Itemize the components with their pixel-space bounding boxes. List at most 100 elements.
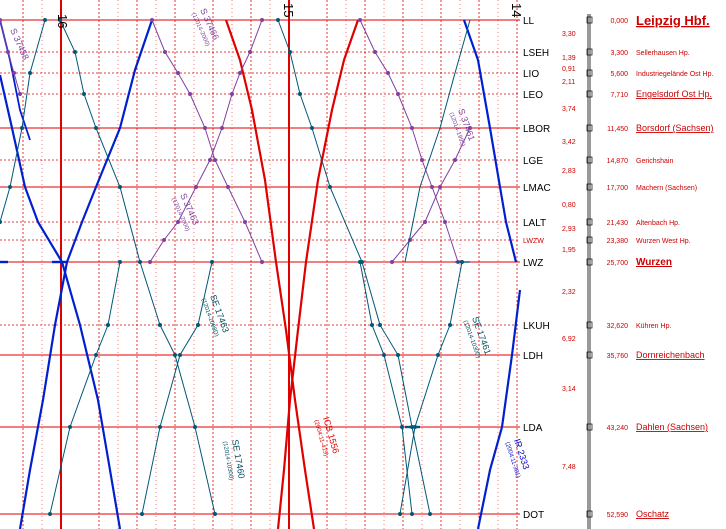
station-marker [586, 423, 593, 431]
segment-distance: 3,14 [562, 386, 576, 393]
segment-distance: 6,92 [562, 336, 576, 343]
stop-dot [203, 126, 207, 130]
stop-dot [213, 158, 217, 162]
stop-dot [468, 126, 472, 130]
station-marker [586, 258, 593, 266]
stop-dot [396, 353, 400, 357]
segment-distance: 0,91 [562, 66, 576, 73]
station-code-ldh: LDH [523, 351, 543, 362]
stop-dot [0, 18, 2, 22]
stop-dot [382, 353, 386, 357]
stop-dot [213, 512, 217, 516]
station-km: 23,380 [607, 238, 629, 245]
stop-dot [438, 185, 442, 189]
stop-dot [386, 71, 390, 75]
stop-dot [94, 353, 98, 357]
station-code-lwzw: LWZW [523, 238, 544, 245]
train-path-purple-4 [391, 127, 471, 263]
stop-dot [310, 126, 314, 130]
station-name: Leipzig Hbf. [636, 13, 710, 28]
station-code-lalt: LALT [523, 218, 546, 229]
station-marker [586, 90, 593, 98]
stop-dot [196, 323, 200, 327]
station-marker [586, 69, 593, 77]
stop-dot [20, 126, 24, 130]
stop-dot [260, 260, 264, 264]
station-marker [586, 321, 593, 329]
hour-label-16: 16 [55, 14, 70, 28]
stop-dot [238, 71, 242, 75]
station-km: 7,710 [610, 92, 628, 99]
stop-dot [358, 18, 362, 22]
train-label-group: S 37458 [8, 27, 31, 62]
stop-dot [68, 425, 72, 429]
segment-distance: 1,95 [562, 247, 576, 254]
train-labels: ICB 1556(2004:11-419) SE 17463(12014-2008… [8, 7, 532, 481]
stop-dot [398, 512, 402, 516]
train-label-group: ICB 1556(2004:11-419) [312, 416, 341, 457]
stop-dot [248, 50, 252, 54]
station-code-lseh: LSEH [523, 48, 549, 59]
stop-dot [178, 353, 182, 357]
stop-dot [373, 50, 377, 54]
stop-dot [208, 158, 212, 162]
train-label-group: S 37461(12014-1995) [448, 107, 477, 147]
station-marker [586, 48, 593, 56]
stop-dot [298, 92, 302, 96]
station-km: 21,430 [607, 220, 629, 227]
station-km: 11,450 [607, 126, 628, 133]
train-path-purple-3 [359, 19, 459, 263]
train-path-purple-1 [151, 19, 263, 263]
station-km: 14,870 [607, 158, 629, 165]
stop-dot [162, 238, 166, 242]
station-name: Altenbach Hp. [636, 220, 680, 227]
stop-dot [58, 18, 62, 22]
stop-dot [390, 260, 394, 264]
stop-dot [82, 92, 86, 96]
stop-dot [410, 512, 414, 516]
train-path-red-2 [276, 19, 360, 529]
stop-dot [118, 185, 122, 189]
stop-dot [150, 18, 154, 22]
station-name: Oschatz [636, 509, 670, 519]
stop-dot [6, 50, 10, 54]
train-path-purple-2 [149, 19, 263, 263]
station-code-leo: LEO [523, 90, 543, 101]
stop-dot [396, 92, 400, 96]
stop-dot [430, 185, 434, 189]
station-name: Wurzen [636, 257, 672, 268]
station-name: Borsdorf (Sachsen) [636, 123, 714, 133]
hour-label-14: 14 [509, 3, 524, 17]
stop-dot [436, 353, 440, 357]
station-marker [586, 510, 593, 518]
train-label-group: S 37466(12014-2000) [190, 7, 221, 48]
train-path-teal-2 [277, 19, 431, 515]
station-name: Gerichshain [636, 158, 673, 165]
stop-dot [230, 92, 234, 96]
station-km: 0,000 [610, 18, 628, 25]
stop-dot [48, 512, 52, 516]
station-km: 25,700 [607, 260, 629, 267]
stop-dot [410, 126, 414, 130]
train-label-group: IR 2333(2004:11-381) [504, 438, 532, 479]
station-code-ll: LL [523, 16, 535, 27]
segment-distance: 2,93 [562, 226, 576, 233]
station-marker [586, 183, 593, 191]
train-path-blue-4 [476, 289, 522, 529]
stop-dot [138, 260, 142, 264]
stop-dot [220, 126, 224, 130]
station-code-lbor: LBOR [523, 124, 550, 135]
station-name: Sellerhausen Hp. [636, 50, 690, 57]
station-code-lkuh: LKUH [523, 321, 550, 332]
segment-distance: 3,42 [562, 139, 576, 146]
stop-dot [94, 126, 98, 130]
station-code-dot: DOT [523, 510, 544, 521]
station-km: 43,240 [607, 425, 629, 432]
station-name: Engelsdorf Ost Hp. [636, 89, 712, 99]
stop-dot [210, 260, 214, 264]
train-path-purple-5 [0, 19, 21, 95]
stop-dot [163, 50, 167, 54]
station-column: LL 0,000 Leipzig Hbf. LSEH 3,300 Sellerhausen… [523, 13, 714, 529]
train-label-group: SE 17463(12014-2008D) [200, 293, 231, 337]
station-km: 35,760 [607, 353, 629, 360]
